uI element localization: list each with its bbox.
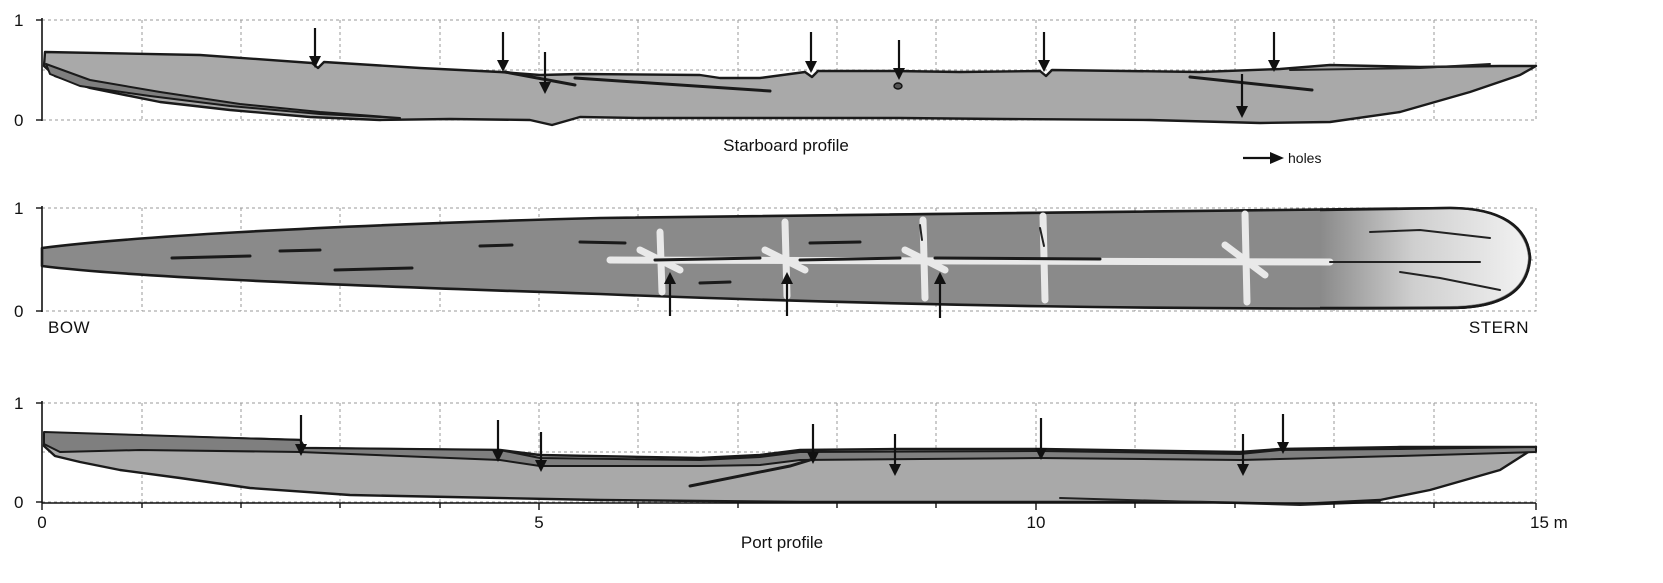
starboard-profile-title: Starboard profile: [723, 136, 849, 155]
port-y-axis: 1 0: [14, 394, 43, 512]
starboard-hull-profile: [42, 50, 1538, 127]
x-tick-15m: 15 m: [1530, 513, 1568, 532]
port-profile-title: Port profile: [741, 533, 823, 552]
hole-arrow: [889, 434, 901, 476]
hole-arrow: [1268, 32, 1280, 72]
hole-arrow: [295, 415, 307, 456]
x-tick-5: 5: [534, 513, 543, 532]
plan-stern-fade: [1320, 209, 1528, 307]
starboard-y-tick-1: 1: [14, 11, 23, 30]
plan-y-tick-1: 1: [14, 199, 23, 218]
hole-arrow: [664, 272, 676, 316]
plan-hole-markers: [664, 272, 946, 318]
starboard-profile-panel: 1 0 Starboard profile holes: [14, 11, 1538, 166]
port-y-tick-0: 0: [14, 493, 23, 512]
starboard-stern-line: [1289, 63, 1491, 71]
x-tick-0: 0: [37, 513, 46, 532]
plan-y-axis: 1 0: [14, 199, 43, 321]
starboard-y-tick-0: 0: [14, 111, 23, 130]
hole-arrow: [497, 32, 509, 72]
bow-label: BOW: [48, 318, 90, 337]
stern-label: STERN: [1469, 318, 1529, 337]
hole-arrow: [492, 420, 504, 462]
port-hole-markers: [295, 414, 1289, 476]
hole-arrow: [805, 32, 817, 73]
starboard-crack-1: [503, 70, 577, 87]
hole-arrow: [1277, 414, 1289, 454]
hole-arrow: [309, 28, 321, 68]
starboard-y-axis: 1 0: [14, 11, 43, 130]
hole-arrow: [1038, 32, 1050, 72]
hole-arrow: [781, 272, 793, 316]
hole-arrow: [893, 40, 905, 80]
x-axis: 0 5 10 15 m: [37, 502, 1568, 532]
hole-arrow: [535, 432, 547, 472]
legend-holes-label: holes: [1288, 150, 1321, 166]
starboard-crack-3: [1188, 75, 1314, 92]
legend: holes: [1243, 150, 1321, 166]
hole-arrow: [807, 424, 819, 464]
hole-arrow: [1035, 418, 1047, 460]
port-crack-1: [688, 458, 812, 488]
hole-arrow: [1236, 74, 1248, 118]
x-tick-10: 10: [1027, 513, 1046, 532]
port-profile-panel: 1 0 0 5 10 15 m Port profile: [14, 394, 1568, 552]
starboard-inner-strake: [45, 63, 401, 119]
hole-arrow: [539, 52, 551, 94]
port-upper-strake: [43, 431, 1537, 467]
hole-arrow: [1237, 434, 1249, 476]
starboard-hole-markers: [309, 28, 1280, 118]
starboard-crack-2: [573, 76, 772, 93]
port-y-tick-1: 1: [14, 394, 23, 413]
plan-view-panel: 1 0: [14, 199, 1537, 337]
hole-arrow: [934, 272, 946, 318]
plan-cracks: [170, 224, 1501, 291]
plan-y-tick-0: 0: [14, 302, 23, 321]
